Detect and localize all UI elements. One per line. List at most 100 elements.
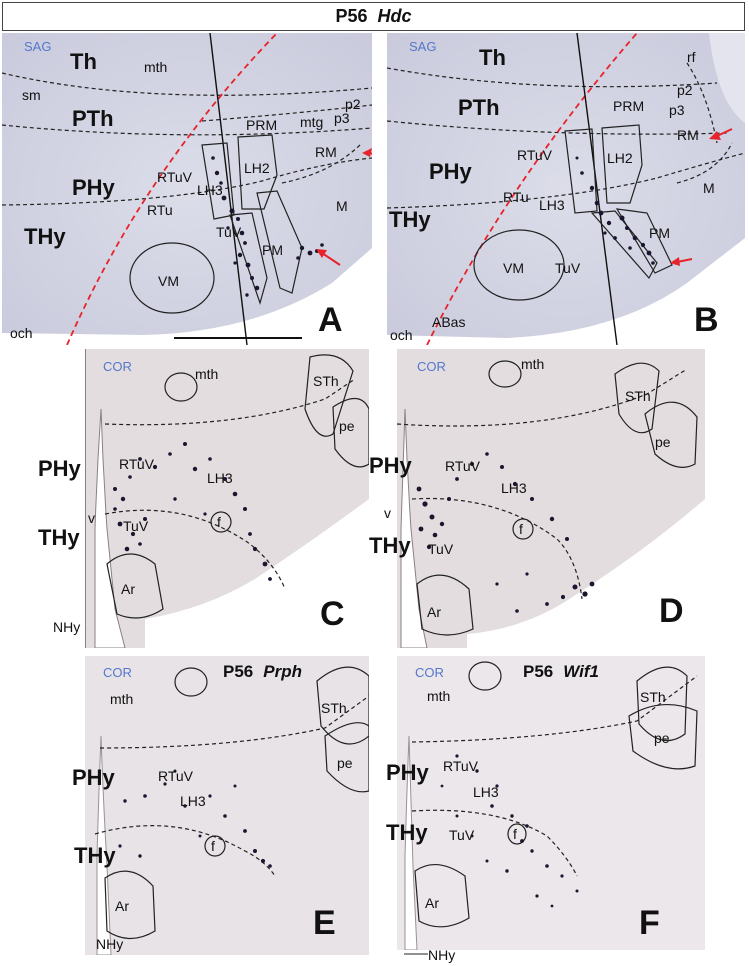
f-panel-title: P56 Wif1 (523, 663, 599, 680)
sth-outline (304, 354, 354, 437)
red-dashed-line (426, 33, 638, 345)
c-panel-letter: C (320, 595, 345, 633)
boundary-th-pth (2, 72, 372, 96)
e-f: f (211, 838, 215, 854)
ventral-surface (2, 248, 372, 345)
b-rm: RM (677, 127, 699, 143)
mth-outline (174, 667, 208, 697)
boundary-phy-thy (2, 157, 372, 206)
c-pe: pe (339, 418, 355, 434)
f-sth: STh (640, 689, 666, 705)
lh3-outline (564, 128, 598, 214)
c-mth: mth (195, 366, 219, 382)
b-och: och (390, 327, 413, 343)
panel-a-drawing (2, 33, 372, 345)
panel-c-drawing (85, 349, 369, 648)
a-sm: sm (22, 87, 41, 103)
d-lh3: LH3 (501, 480, 527, 496)
f-nhy: NHy (428, 947, 456, 963)
d-ar: Ar (427, 604, 441, 620)
pm-outline (615, 208, 673, 274)
f-outline (507, 823, 527, 845)
b-thy: THy (389, 207, 431, 232)
d-v: v (384, 505, 391, 521)
tuv-outline (590, 210, 658, 280)
panel-f: COR P56 Wif1 mth STh pe RTuV LH3 f TuV Ar… (397, 656, 705, 950)
b-rtuv: RTuV (517, 147, 553, 163)
panel-b: SAG Th rf p2 p3 PTh PRM RM RTuV LH2 PHy … (387, 33, 745, 345)
e-rtuv: RTuV (158, 768, 194, 784)
pe-outline (628, 703, 698, 770)
b-p2: p2 (677, 82, 693, 98)
b-panel-letter: B (694, 301, 719, 339)
b-p3: p3 (669, 102, 685, 118)
d-view-label: COR (417, 359, 446, 374)
d-panel-letter: D (659, 592, 684, 630)
a-view-label: SAG (24, 39, 52, 54)
boundary-phy-thy (411, 809, 578, 877)
panel-d: COR mth STh pe RTuV LH3 f TuV Ar D (397, 349, 705, 648)
cell-clusters (416, 452, 595, 613)
ar-outline (414, 864, 470, 928)
mth-outline (164, 372, 198, 402)
a-phy: PHy (72, 175, 115, 200)
f-outline (204, 835, 226, 857)
boundary-phy-thy (387, 152, 745, 209)
f-lh3: LH3 (473, 784, 499, 800)
a-vm: VM (158, 273, 179, 289)
c-phy: PHy (38, 456, 81, 481)
ar-outline (104, 870, 156, 940)
f-title-gene: Wif1 (563, 662, 599, 681)
red-arrow-top-head (709, 131, 721, 140)
lh2-outline (601, 124, 643, 204)
c-thy: THy (38, 525, 80, 550)
mth-outline (488, 360, 522, 388)
vm-outline (129, 242, 215, 314)
b-rf: rf (687, 49, 696, 65)
panel-b-drawing (387, 33, 745, 345)
boundary-upper (411, 675, 698, 743)
e-title-gene: Prph (263, 662, 302, 681)
cell-clusters (118, 769, 272, 868)
b-vm: VM (503, 260, 524, 276)
boundary-phy-thy (94, 825, 276, 877)
title-age: P56 (335, 6, 368, 26)
a-rtu: RTu (147, 202, 173, 218)
f-nhy-pointer (404, 953, 428, 955)
a-p3: p3 (334, 110, 350, 126)
f-phy: PHy (386, 760, 429, 785)
f-outline (210, 511, 232, 533)
ventral-surface (387, 238, 745, 345)
pe-outline (332, 397, 369, 468)
b-rtu: RTu (503, 189, 529, 205)
e-nhy: NHy (96, 936, 124, 952)
boundary-phy-thy (411, 497, 583, 600)
a-rtuv: RTuV (157, 169, 193, 185)
c-ar: Ar (121, 581, 135, 597)
b-pm: PM (649, 225, 670, 241)
ventricle (96, 735, 112, 955)
f-rtuv: RTuV (443, 758, 479, 774)
a-lh3: LH3 (197, 182, 223, 198)
sth-outline (636, 666, 688, 742)
c-rtuv: RTuV (119, 456, 155, 472)
cell-clusters (575, 156, 655, 265)
e-phy: PHy (72, 765, 115, 790)
a-pth: PTh (72, 106, 114, 131)
pe-outline (644, 401, 698, 468)
boundary-pth-phy (2, 124, 372, 136)
boundary-upper (104, 378, 356, 426)
e-panel-letter: E (313, 904, 336, 942)
b-lh3: LH3 (539, 197, 565, 213)
d-f: f (519, 521, 523, 537)
e-pe: pe (337, 755, 353, 771)
section-line (576, 33, 618, 345)
f-pe: pe (654, 730, 670, 746)
boundary-phy-thy (104, 509, 286, 590)
a-och: och (10, 325, 33, 341)
e-ar: Ar (115, 898, 129, 914)
boundary-m (676, 142, 733, 184)
a-rm: RM (315, 144, 337, 160)
d-mth: mth (521, 356, 545, 372)
f-view-label: COR (415, 665, 444, 680)
